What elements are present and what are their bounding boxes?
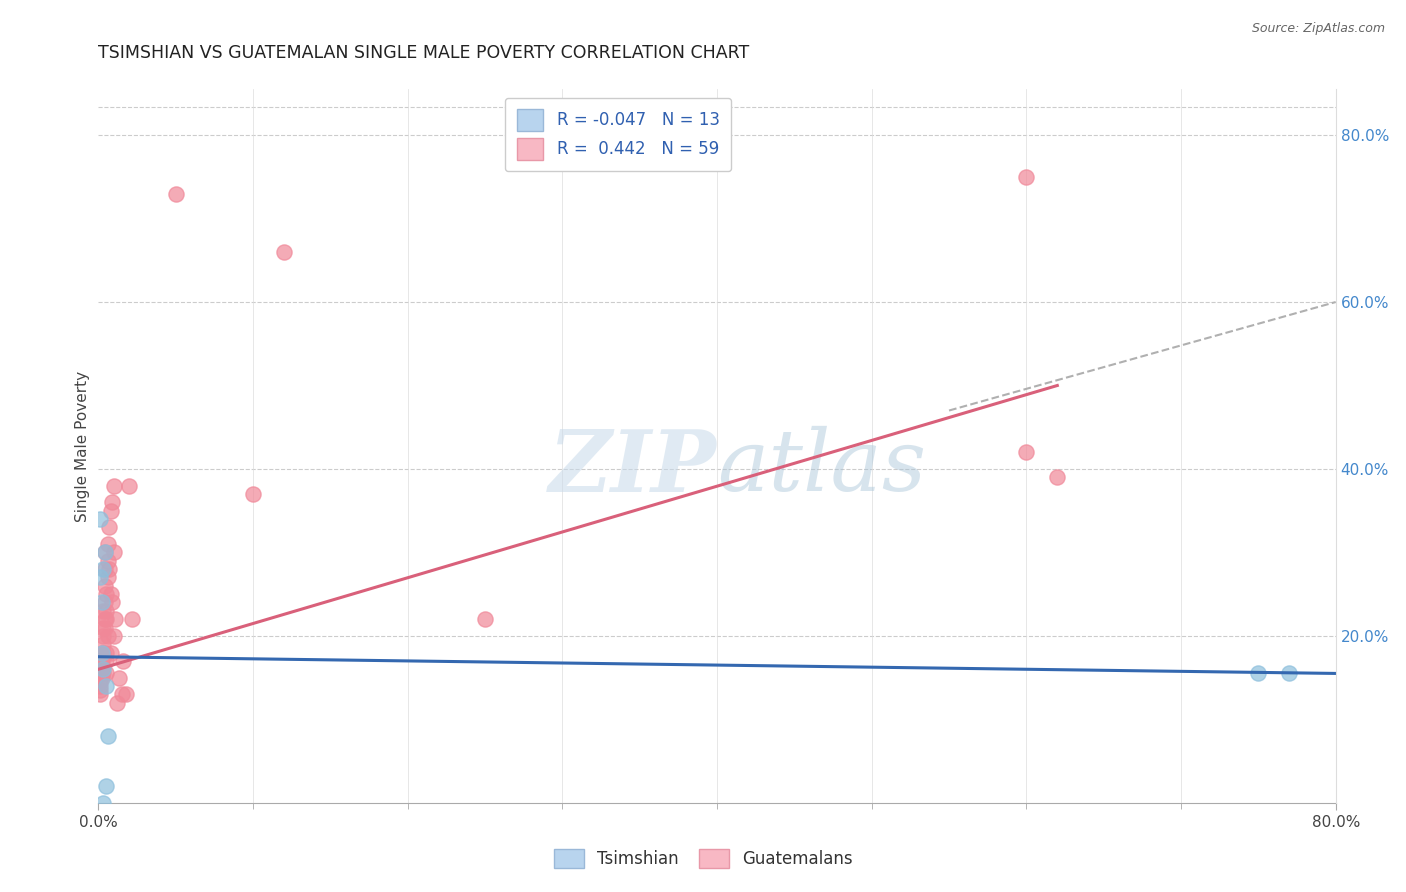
Point bbox=[165, 186, 187, 201]
Point bbox=[101, 495, 124, 509]
Point bbox=[103, 545, 125, 559]
Point bbox=[98, 520, 121, 534]
Point bbox=[91, 662, 114, 676]
Point bbox=[93, 612, 115, 626]
Point bbox=[1278, 666, 1301, 681]
Point bbox=[91, 637, 114, 651]
Text: Source: ZipAtlas.com: Source: ZipAtlas.com bbox=[1251, 22, 1385, 36]
Point bbox=[91, 604, 114, 618]
Point bbox=[91, 629, 114, 643]
Point bbox=[90, 654, 112, 668]
Point bbox=[91, 796, 114, 810]
Point bbox=[90, 666, 112, 681]
Point bbox=[474, 612, 496, 626]
Point bbox=[103, 629, 125, 643]
Point bbox=[89, 666, 111, 681]
Point bbox=[90, 658, 112, 673]
Point bbox=[91, 666, 114, 681]
Point bbox=[118, 478, 141, 492]
Point bbox=[89, 666, 111, 681]
Point bbox=[91, 646, 114, 660]
Point bbox=[93, 545, 115, 559]
Legend: R = -0.047   N = 13, R =  0.442   N = 59: R = -0.047 N = 13, R = 0.442 N = 59 bbox=[505, 97, 731, 171]
Point bbox=[100, 646, 122, 660]
Point bbox=[89, 654, 111, 668]
Point bbox=[91, 621, 114, 635]
Text: TSIMSHIAN VS GUATEMALAN SINGLE MALE POVERTY CORRELATION CHART: TSIMSHIAN VS GUATEMALAN SINGLE MALE POVE… bbox=[98, 45, 749, 62]
Point bbox=[93, 621, 115, 635]
Point bbox=[89, 662, 111, 676]
Point bbox=[96, 612, 118, 626]
Point bbox=[96, 666, 118, 681]
Text: ZIP: ZIP bbox=[550, 425, 717, 509]
Point bbox=[107, 671, 129, 685]
Point bbox=[1015, 169, 1038, 184]
Point bbox=[112, 654, 135, 668]
Y-axis label: Single Male Poverty: Single Male Poverty bbox=[75, 370, 90, 522]
Point bbox=[98, 562, 121, 576]
Point bbox=[93, 579, 115, 593]
Point bbox=[121, 612, 143, 626]
Point bbox=[96, 604, 118, 618]
Point bbox=[97, 629, 120, 643]
Point bbox=[96, 779, 118, 793]
Point bbox=[90, 649, 112, 664]
Point bbox=[93, 595, 115, 609]
Point bbox=[96, 587, 118, 601]
Point bbox=[97, 537, 120, 551]
Point bbox=[91, 562, 114, 576]
Point bbox=[90, 671, 112, 685]
Point bbox=[89, 674, 111, 689]
Point bbox=[104, 612, 127, 626]
Point bbox=[96, 679, 118, 693]
Point bbox=[242, 487, 264, 501]
Point bbox=[96, 654, 118, 668]
Legend: Tsimshian, Guatemalans: Tsimshian, Guatemalans bbox=[547, 842, 859, 875]
Point bbox=[89, 683, 111, 698]
Point bbox=[97, 554, 120, 568]
Point bbox=[90, 662, 112, 676]
Point bbox=[103, 478, 125, 492]
Point bbox=[96, 646, 118, 660]
Point bbox=[90, 595, 112, 609]
Point bbox=[90, 646, 112, 660]
Point bbox=[89, 512, 111, 526]
Point bbox=[273, 244, 295, 259]
Point bbox=[101, 595, 124, 609]
Point bbox=[115, 687, 138, 701]
Point bbox=[1247, 666, 1270, 681]
Point bbox=[89, 687, 111, 701]
Point bbox=[100, 504, 122, 518]
Point bbox=[93, 562, 115, 576]
Text: atlas: atlas bbox=[717, 426, 927, 508]
Point bbox=[111, 687, 134, 701]
Point bbox=[93, 545, 115, 559]
Point bbox=[97, 729, 120, 743]
Point bbox=[89, 679, 111, 693]
Point bbox=[89, 570, 111, 584]
Point bbox=[105, 696, 128, 710]
Point bbox=[90, 646, 112, 660]
Point bbox=[1015, 445, 1038, 459]
Point bbox=[1046, 470, 1069, 484]
Point bbox=[97, 570, 120, 584]
Point bbox=[100, 587, 122, 601]
